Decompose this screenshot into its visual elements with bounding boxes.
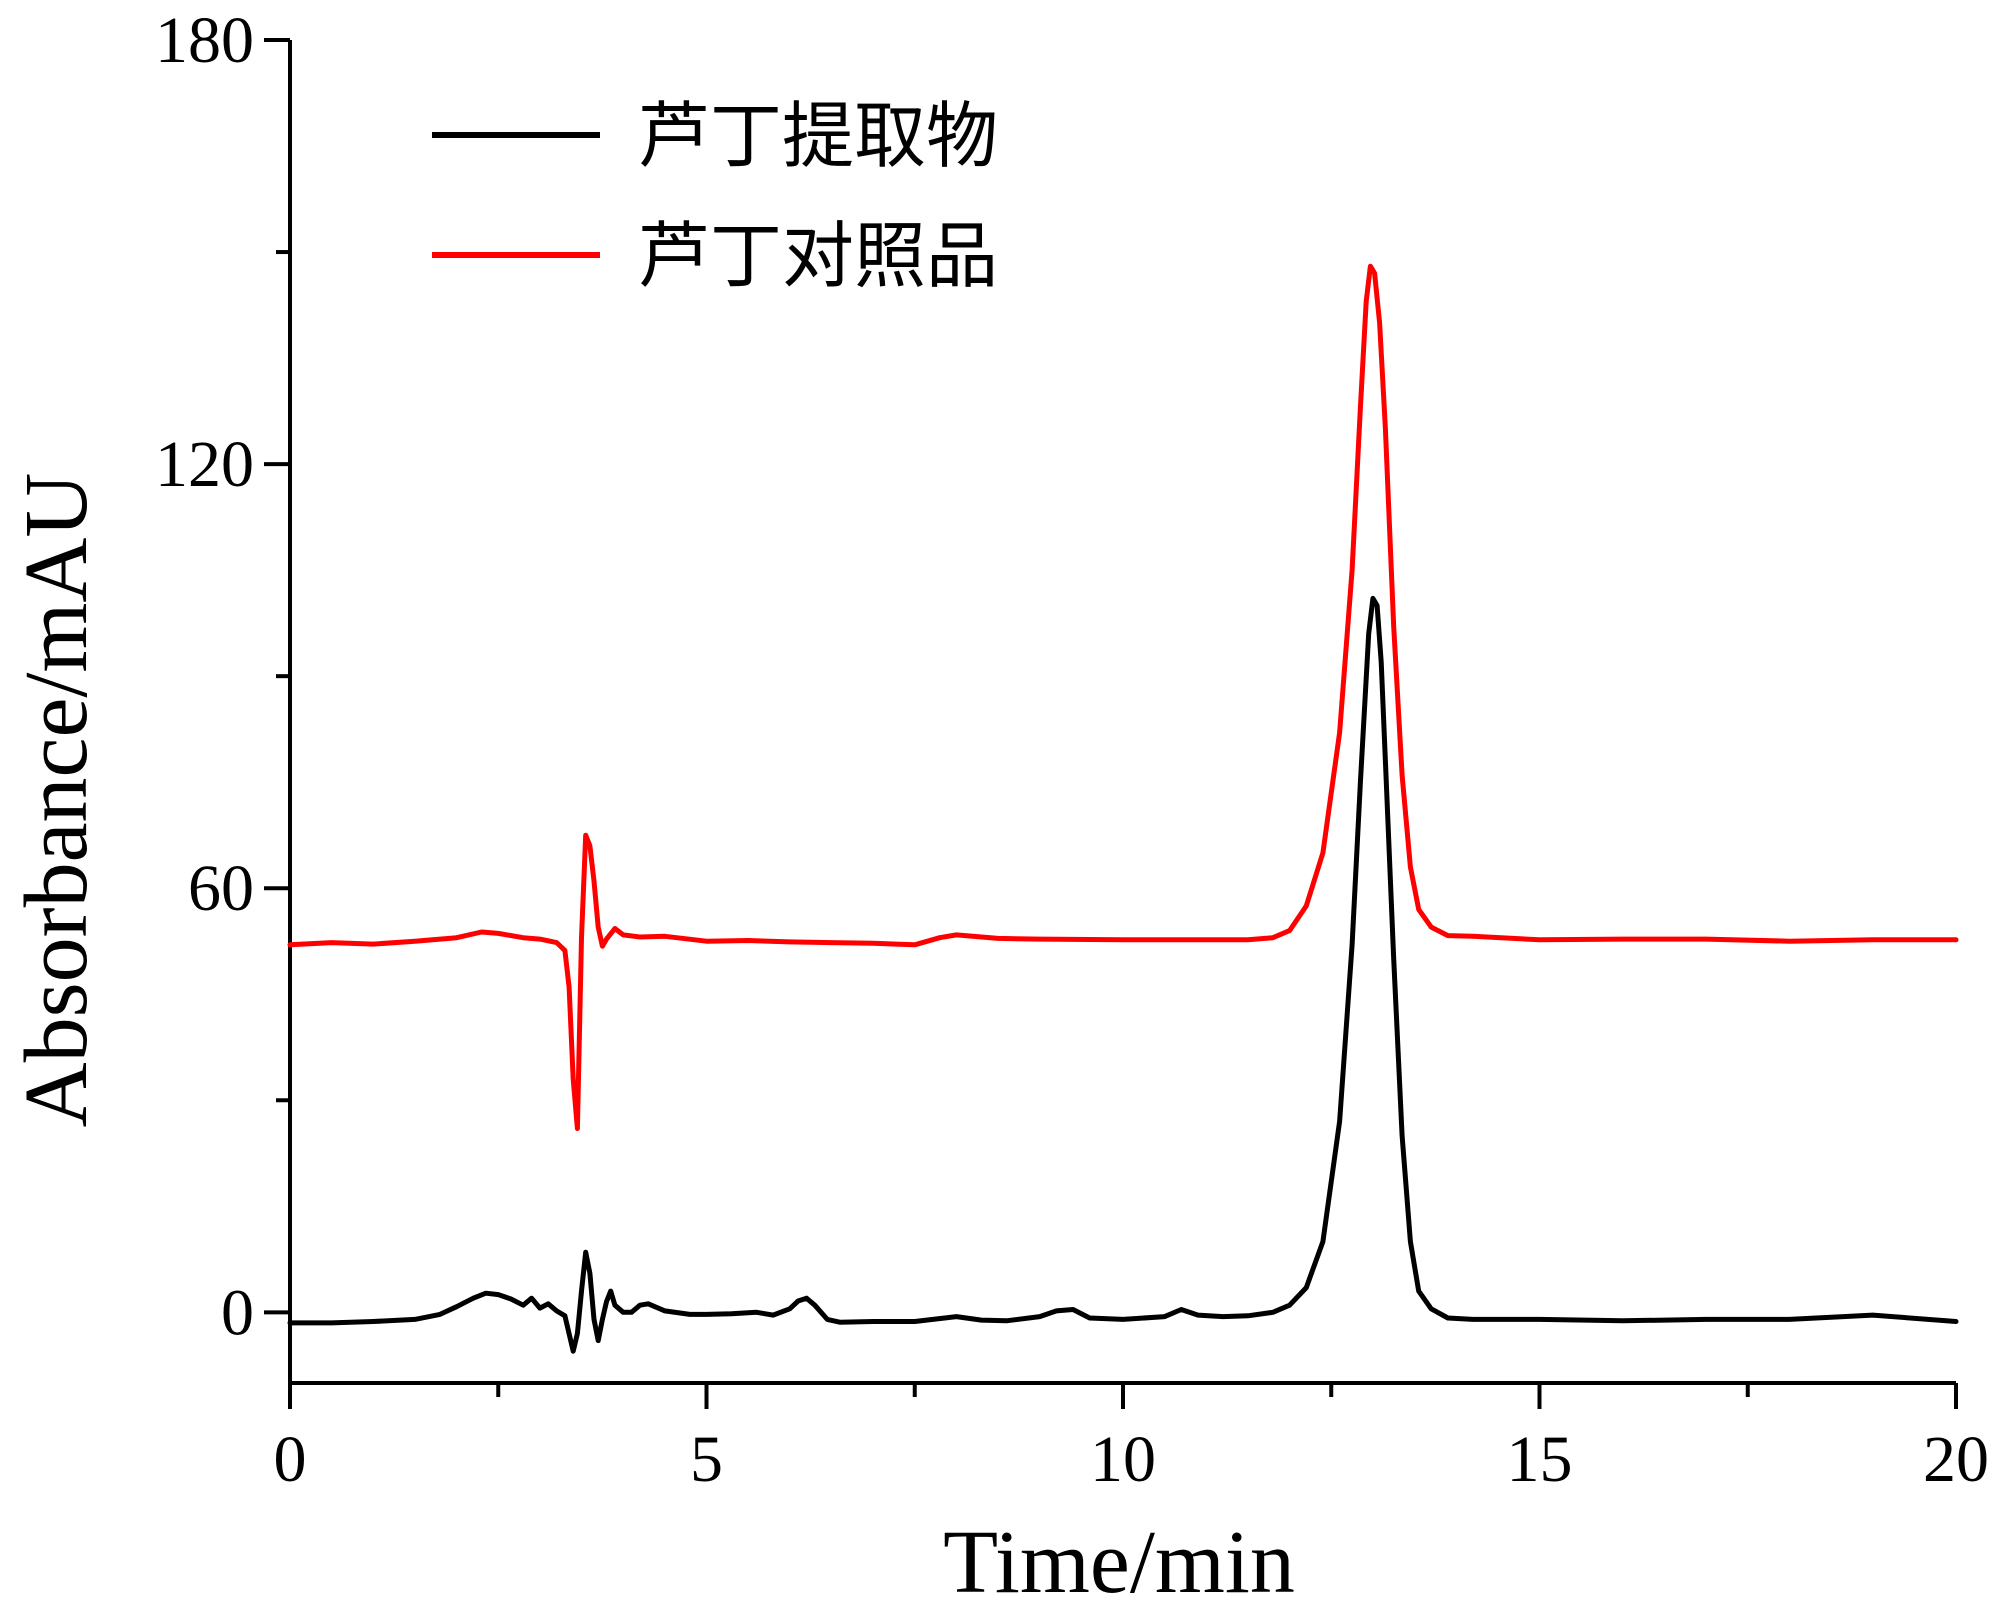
series-line-1 — [287, 595, 1959, 1354]
series-layer — [287, 263, 1959, 1354]
x-axis-title: Time/min — [943, 1513, 1295, 1601]
legend-label-2: 芦丁对照品 — [638, 214, 998, 298]
y-tick-label: 120 — [155, 428, 254, 501]
y-tick-label: 0 — [221, 1276, 254, 1349]
x-tick-label: 20 — [1923, 1423, 1989, 1496]
axes: 0 5 10 15 20 0 60 120 180 — [155, 4, 1989, 1496]
x-tick-label: 5 — [690, 1423, 723, 1496]
x-tick-label: 10 — [1090, 1423, 1156, 1496]
legend-label-1: 芦丁提取物 — [638, 94, 998, 178]
x-tick-label: 15 — [1507, 1423, 1573, 1496]
series-line-2 — [287, 263, 1959, 1131]
y-tick-label: 180 — [155, 4, 254, 77]
x-tick-label: 0 — [274, 1423, 307, 1496]
y-axis-title: Absorbance/mAU — [7, 473, 106, 1128]
y-tick-label: 60 — [188, 852, 254, 925]
